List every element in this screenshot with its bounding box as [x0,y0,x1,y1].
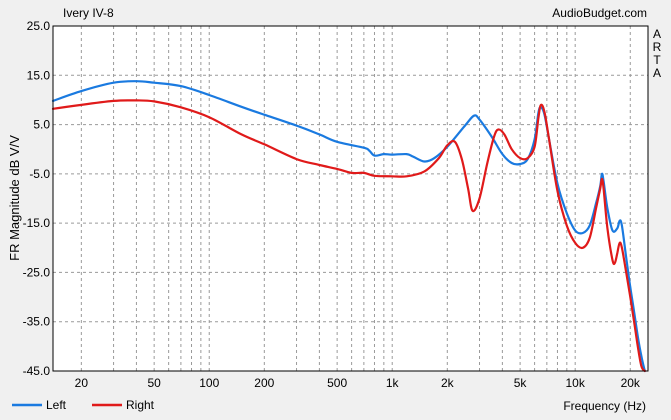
x-tick-label: 200 [254,376,274,390]
y-tick-label: -15.0 [23,216,51,230]
series-line-right [51,99,646,373]
series-line-left [51,80,646,373]
plot-frame [52,25,649,372]
x-tick-label: 20 [75,376,89,390]
x-tick-label: 10k [566,376,586,390]
source-label: AudioBudget.com [552,6,647,20]
x-tick-label: 1k [386,376,400,390]
legend-label-right: Right [126,398,155,412]
chart-title: Ivery IV-8 [63,6,114,20]
y-tick-label: -35.0 [23,315,51,329]
legend: Left Right [12,398,155,412]
x-tick-label: 500 [327,376,347,390]
series-layer [51,80,646,373]
tick-labels: 25.0 15.0 5.0 -5.0 -15.0 -25.0 -35.0 -45.0 20 50 1… [23,19,641,390]
x-tick-label: 50 [147,376,161,390]
x-tick-label: 2k [441,376,455,390]
y-tick-label: 15.0 [27,68,51,82]
side-label-letter: A [653,66,661,80]
y-axis-label: FR Magnitude dB V/V [7,135,22,261]
x-tick-label: 5k [514,376,528,390]
y-tick-label: -45.0 [23,364,51,378]
x-axis-label: Frequency (Hz) [563,399,646,413]
legend-label-left: Left [46,398,67,412]
side-label-letter: A [653,27,661,41]
side-label-letter: R [653,40,662,54]
y-tick-label: -25.0 [23,265,51,279]
y-tick-label: -5.0 [29,167,50,181]
x-tick-label: 20k [621,376,641,390]
y-tick-label: 5.0 [33,118,50,132]
y-tick-label: 25.0 [27,19,51,33]
side-label-letter: T [653,53,661,67]
x-tick-label: 100 [199,376,219,390]
